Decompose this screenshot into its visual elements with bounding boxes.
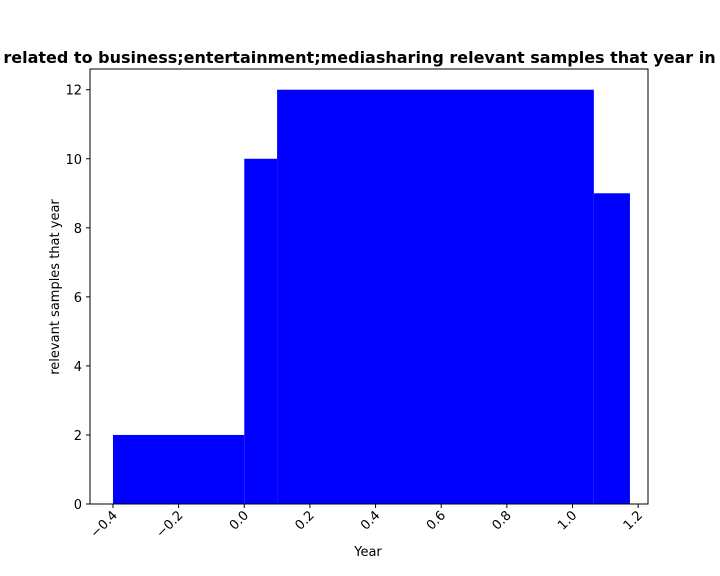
- bar-3: [593, 193, 630, 505]
- bar-1: [244, 158, 278, 504]
- x-tick-label: 1.2: [621, 508, 646, 533]
- chart-title: related to business;entertainment;medias…: [3, 48, 720, 67]
- y-tick-label: 8: [74, 222, 82, 237]
- y-tick-label: 2: [74, 429, 82, 444]
- x-axis-label: Year: [353, 545, 382, 560]
- x-tick-label: 0.2: [293, 508, 318, 533]
- bars-group: [112, 89, 630, 505]
- y-tick-label: 10: [65, 153, 82, 168]
- x-tick-label: −0.2: [154, 508, 187, 541]
- x-tick-label: 1.0: [555, 508, 580, 533]
- x-tick-label: 0.4: [358, 508, 383, 533]
- bar-2: [277, 89, 594, 504]
- y-axis: 0 2 4 6 8 10 12: [65, 84, 90, 513]
- y-axis-label: relevant samples that year: [48, 199, 63, 375]
- x-tick-label: −0.4: [88, 508, 121, 541]
- x-tick-label: 0.8: [489, 508, 514, 533]
- x-axis: −0.4 −0.2 0.0 0.2 0.4 0.6 0.8 1.0 1.2: [88, 504, 646, 541]
- bar-0: [112, 434, 245, 504]
- x-tick-label: 0.6: [424, 508, 449, 533]
- x-tick-label: 0.0: [227, 508, 252, 533]
- y-tick-label: 12: [65, 84, 82, 99]
- y-tick-label: 0: [74, 498, 82, 513]
- y-tick-label: 4: [74, 360, 82, 375]
- y-tick-label: 6: [74, 291, 82, 306]
- plot-frame: [89, 68, 649, 505]
